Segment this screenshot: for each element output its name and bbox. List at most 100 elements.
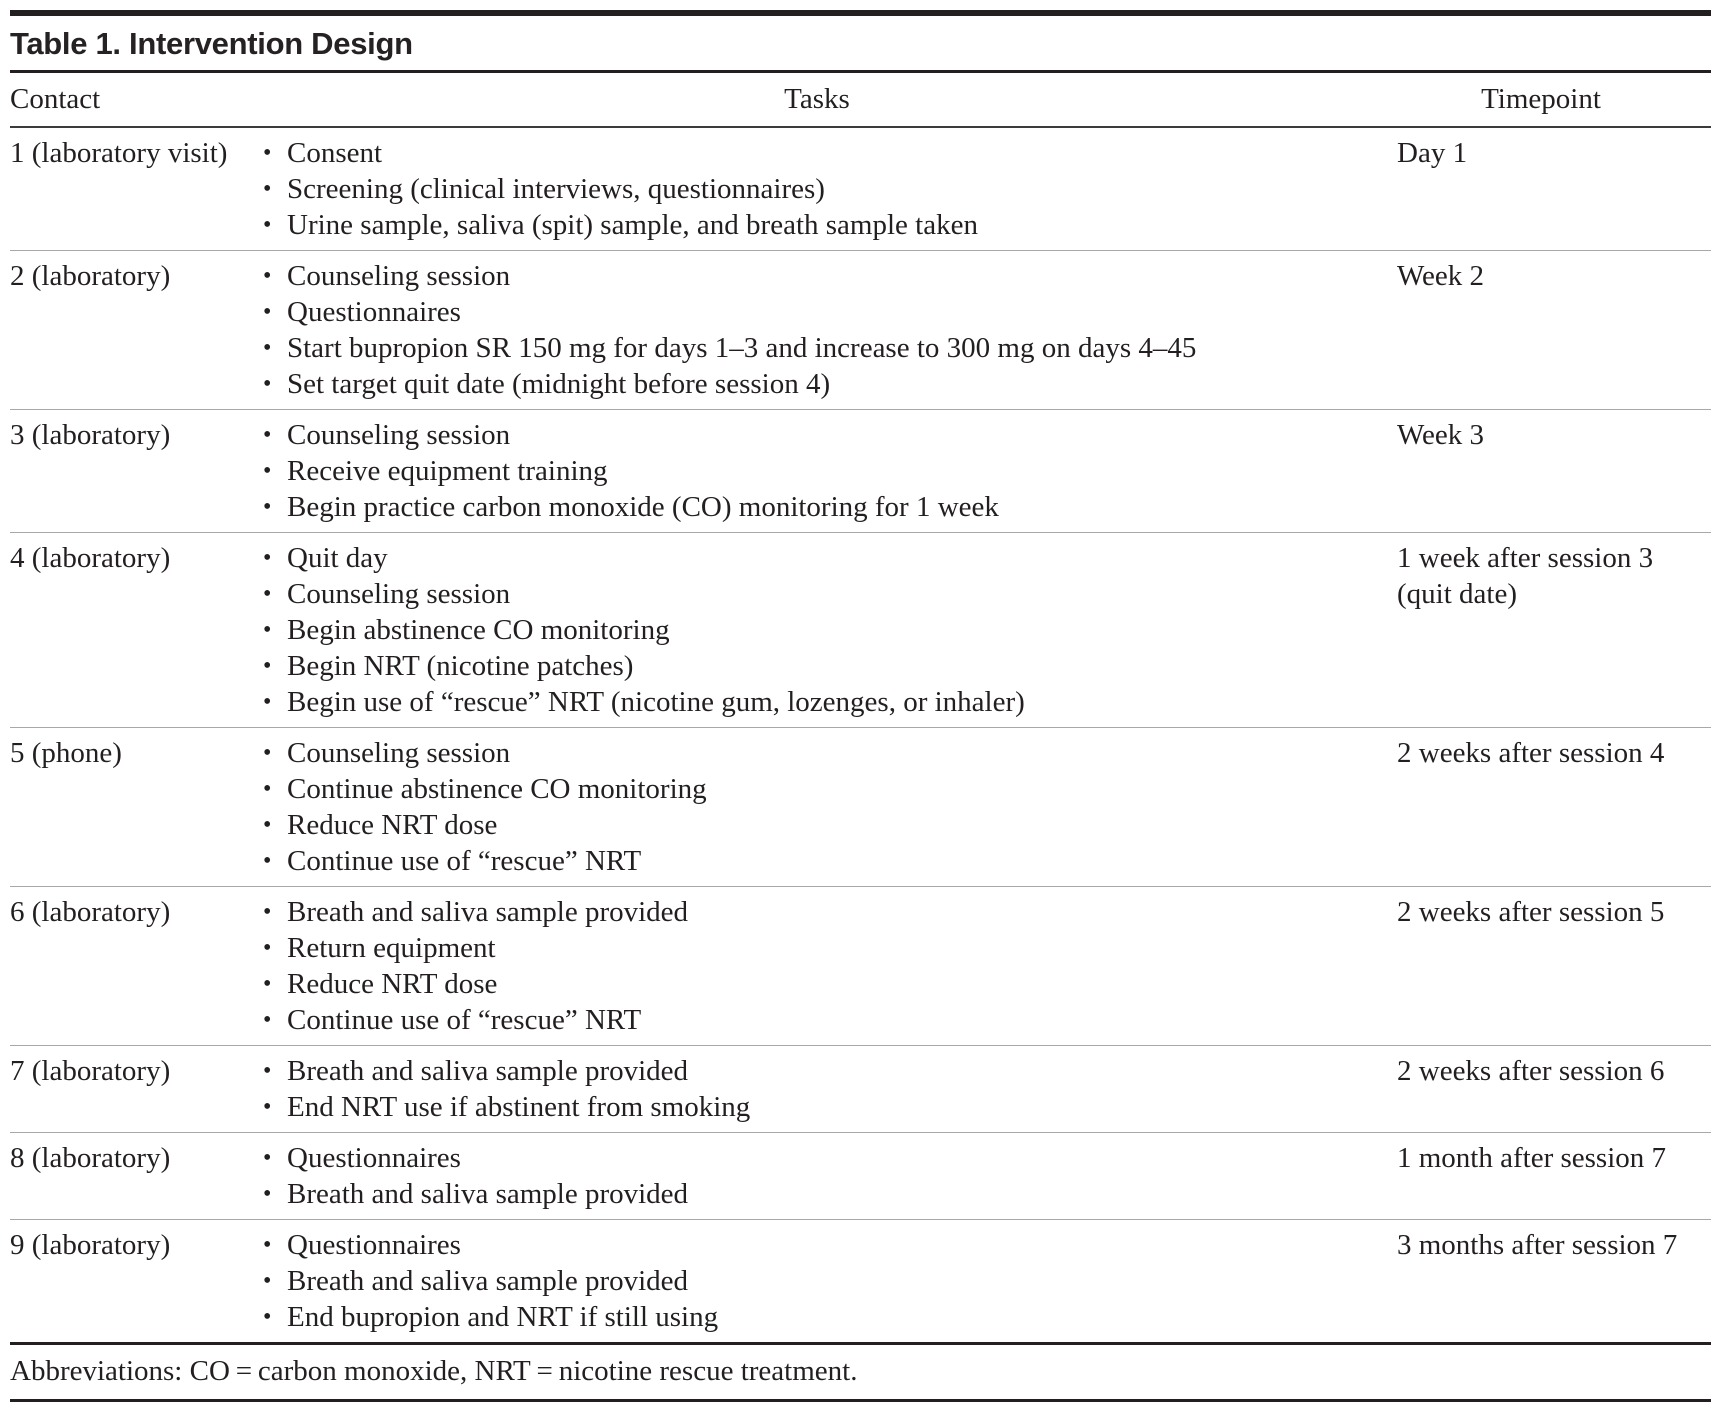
task-text: Questionnaires [287,1229,461,1261]
column-header-timepoint: Timepoint [1371,73,1711,128]
task-item: • End bupropion and NRT if still using [263,1299,1371,1335]
tasks-cell: • Counseling session • Receive equipment t… [263,409,1371,533]
task-item: • Begin practice carbon monoxide (CO) mon… [263,489,1371,525]
bullet-icon: • [263,458,272,484]
tasks-cell: • Breath and saliva sample provided • Retu… [263,886,1371,1046]
task-item: • Questionnaires [263,1140,1371,1176]
task-text: Begin use of “rescue” NRT (nicotine gum,… [287,686,1025,718]
task-text: End bupropion and NRT if still using [287,1301,719,1333]
task-text: Continue abstinence CO monitoring [287,773,707,805]
bullet-icon: • [263,971,272,997]
task-item: • Consent [263,135,1371,171]
task-text: Questionnaires [287,1142,461,1174]
timepoint-cell: Week 3 [1371,409,1711,533]
task-item: • Counseling session [263,417,1371,453]
bullet-icon: • [263,299,272,325]
task-item: • Counseling session [263,258,1371,294]
task-text: Receive equipment training [287,455,608,487]
top-rule [10,10,1711,16]
task-item: • Quit day [263,540,1371,576]
task-text: Continue use of “rescue” NRT [287,1004,642,1036]
column-header-tasks: Tasks [263,73,1371,128]
task-item: • Continue use of “rescue” NRT [263,1002,1371,1038]
task-item: • Receive equipment training [263,453,1371,489]
bullet-icon: • [263,545,272,571]
task-item: • Screening (clinical interviews, questio… [263,171,1371,207]
timepoint-cell: 2 weeks after session 4 [1371,727,1711,887]
task-text: Reduce NRT dose [287,809,498,841]
task-item: • Counseling session [263,576,1371,612]
task-item: • Urine sample, saliva (spit) sample, and… [263,207,1371,243]
task-text: Begin practice carbon monoxide (CO) moni… [287,491,999,523]
contact-cell: 5 (phone) [10,727,263,887]
contact-cell: 9 (laboratory) [10,1219,263,1345]
bullet-icon: • [263,1145,272,1171]
table-row: 1 (laboratory visit) • Consent • Screening… [10,127,1711,251]
task-text: Begin abstinence CO monitoring [287,614,670,646]
tasks-cell: • Questionnaires • Breath and saliva sampl… [263,1219,1371,1345]
bullet-icon: • [263,422,272,448]
timepoint-cell: 2 weeks after session 5 [1371,886,1711,1046]
bullet-icon: • [263,335,272,361]
task-item: • Breath and saliva sample provided [263,1176,1371,1212]
tasks-cell: • Breath and saliva sample provided • End … [263,1045,1371,1133]
task-text: Breath and saliva sample provided [287,896,689,928]
task-text: Breath and saliva sample provided [287,1265,689,1297]
bullet-icon: • [263,494,272,520]
task-item: • Continue abstinence CO monitoring [263,771,1371,807]
bullet-icon: • [263,812,272,838]
tasks-cell: • Consent • Screening (clinical interviews… [263,127,1371,251]
contact-cell: 1 (laboratory visit) [10,127,263,251]
task-text: Consent [287,137,383,169]
task-item: • Breath and saliva sample provided [263,894,1371,930]
task-item: • Reduce NRT dose [263,807,1371,843]
task-item: • Begin use of “rescue” NRT (nicotine gum… [263,684,1371,720]
bullet-icon: • [263,263,272,289]
table-row: 4 (laboratory) • Quit day • Counseling ses… [10,532,1711,728]
contact-cell: 7 (laboratory) [10,1045,263,1133]
task-item: • Start bupropion SR 150 mg for days 1–3 … [263,330,1371,366]
tasks-cell: • Counseling session • Continue abstinence… [263,727,1371,887]
bullet-icon: • [263,1058,272,1084]
task-text: Screening (clinical interviews, question… [287,173,825,205]
table-row: 3 (laboratory) • Counseling session • Rece… [10,409,1711,533]
task-text: Return equipment [287,932,496,964]
task-item: • Return equipment [263,930,1371,966]
task-text: Continue use of “rescue” NRT [287,845,642,877]
bullet-icon: • [263,617,272,643]
task-text: End NRT use if abstinent from smoking [287,1091,751,1123]
contact-cell: 6 (laboratory) [10,886,263,1046]
bullet-icon: • [263,848,272,874]
bullet-icon: • [263,581,272,607]
bullet-icon: • [263,371,272,397]
contact-cell: 4 (laboratory) [10,532,263,728]
timepoint-cell: 1 month after session 7 [1371,1132,1711,1220]
title-rule [10,70,1711,73]
tasks-cell: • Counseling session • Questionnaires • Sta… [263,250,1371,410]
task-item: • Continue use of “rescue” NRT [263,843,1371,879]
table-title: Table 1. Intervention Design [10,26,413,61]
task-item: • Set target quit date (midnight before s… [263,366,1371,402]
intervention-design-table: Contact Tasks Timepoint 1 (laboratory vi… [10,73,1711,1345]
bullet-icon: • [263,1304,272,1330]
bullet-icon: • [263,899,272,925]
task-text: Start bupropion SR 150 mg for days 1–3 a… [287,332,1197,364]
task-text: Quit day [287,542,388,574]
tasks-cell: • Quit day • Counseling session • Begin abs… [263,532,1371,728]
table-row: 6 (laboratory) • Breath and saliva sample… [10,886,1711,1046]
timepoint-cell: 2 weeks after session 6 [1371,1045,1711,1133]
bullet-icon: • [263,776,272,802]
timepoint-cell: 1 week after session 3 (quit date) [1371,532,1711,728]
task-text: Begin NRT (nicotine patches) [287,650,634,682]
bullet-icon: • [263,740,272,766]
task-item: • Questionnaires [263,1227,1371,1263]
table-row: 8 (laboratory) • Questionnaires • Breath a… [10,1132,1711,1220]
task-text: Breath and saliva sample provided [287,1178,689,1210]
bullet-icon: • [263,1007,272,1033]
timepoint-cell: Day 1 [1371,127,1711,251]
task-item: • Reduce NRT dose [263,966,1371,1002]
task-text: Reduce NRT dose [287,968,498,1000]
table-row: 7 (laboratory) • Breath and saliva sample… [10,1045,1711,1133]
task-item: • Begin abstinence CO monitoring [263,612,1371,648]
task-item: • Breath and saliva sample provided [263,1263,1371,1299]
